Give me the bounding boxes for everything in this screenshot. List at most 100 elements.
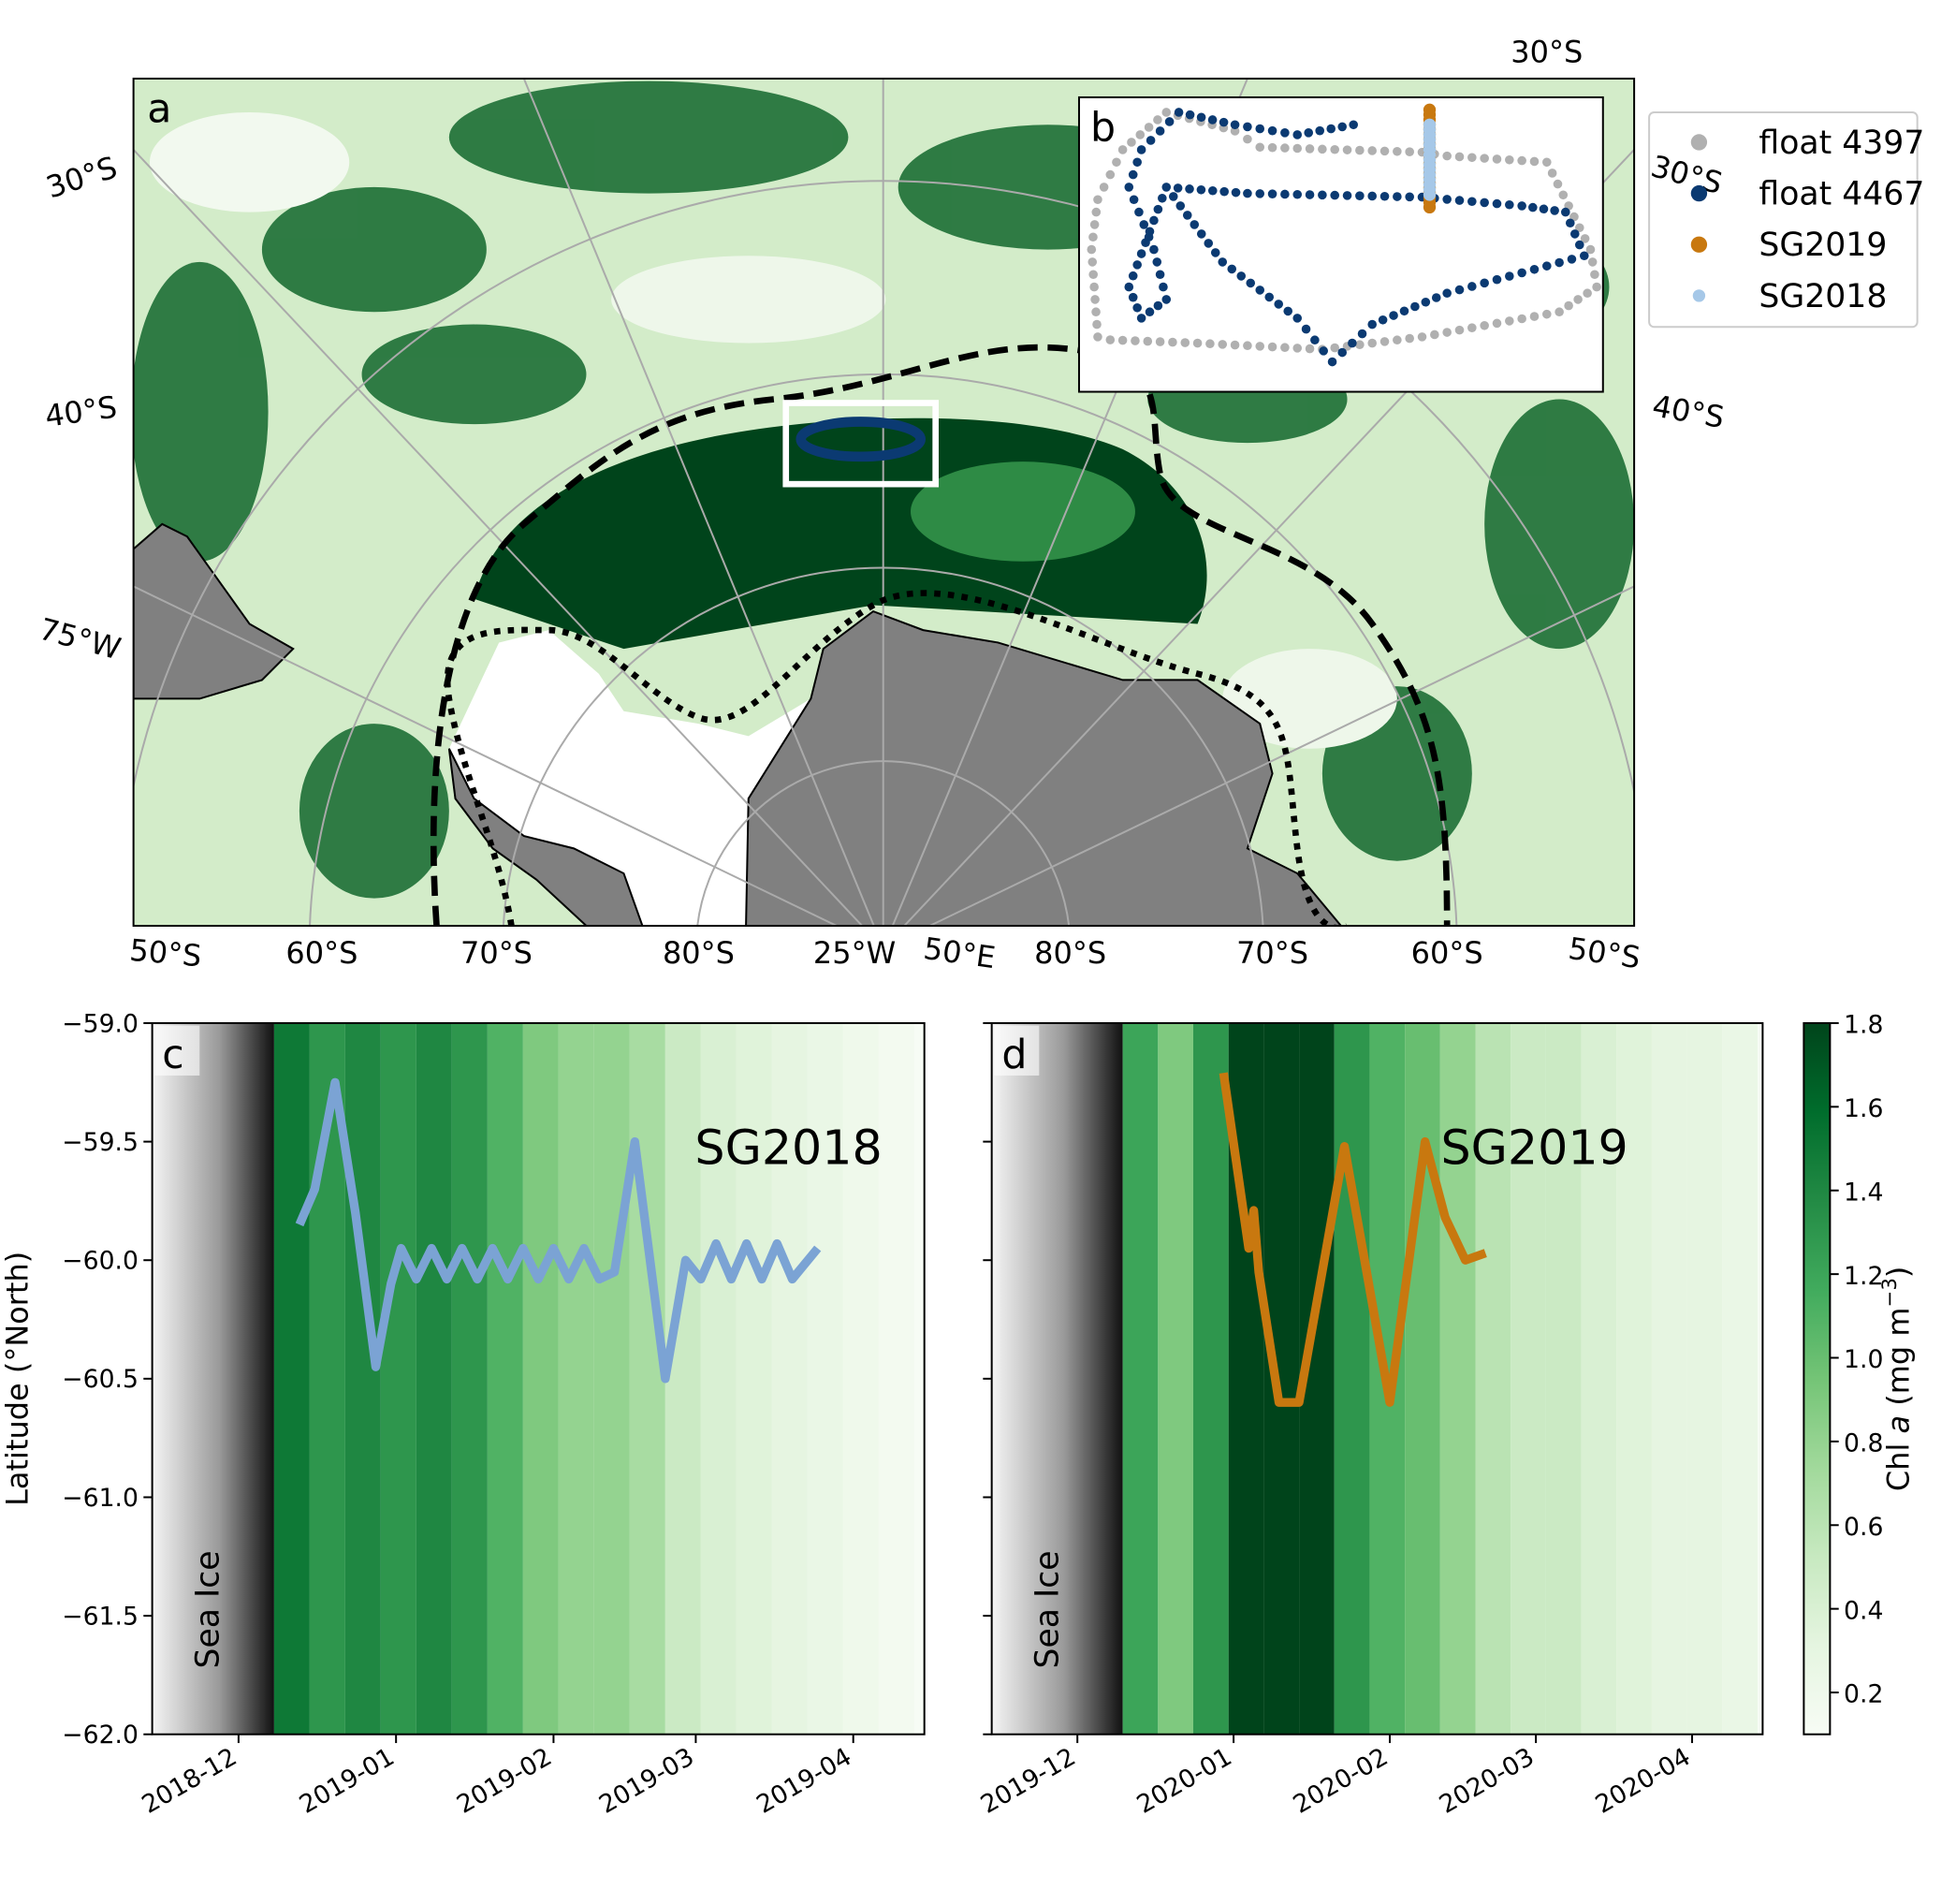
track-dot xyxy=(1585,244,1596,255)
track-dot xyxy=(1204,239,1214,248)
map-coordinate-label: 40°S xyxy=(43,388,120,433)
panel-label: d xyxy=(1001,1032,1027,1078)
track-dot xyxy=(1480,154,1489,163)
colorbar-tick-label: 1.0 xyxy=(1844,1345,1883,1374)
map-coordinate-label: 60°S xyxy=(285,935,358,971)
track-dot xyxy=(1467,197,1477,207)
track-dot xyxy=(1492,274,1502,285)
heatmap-column xyxy=(878,1022,914,1735)
track-dot xyxy=(1310,335,1320,345)
track-dot xyxy=(1236,271,1247,281)
track-dot xyxy=(1367,319,1377,330)
track-dot xyxy=(1174,108,1184,117)
colorbar-tick-label: 1.6 xyxy=(1844,1094,1883,1123)
track-dot xyxy=(1153,115,1162,124)
track-dot xyxy=(1087,244,1097,255)
heatmap-column xyxy=(344,1022,381,1735)
track-dot xyxy=(1342,145,1352,154)
track-dot xyxy=(1132,302,1142,313)
track-dot xyxy=(1267,189,1277,198)
x-tick-label: 2020-01 xyxy=(1132,1742,1237,1820)
heatmap-column xyxy=(842,1022,879,1735)
track-dot xyxy=(1565,218,1575,228)
track-dot xyxy=(1292,344,1303,353)
track-dot xyxy=(1280,343,1290,353)
track-dot xyxy=(1379,337,1390,346)
track-dot xyxy=(1430,330,1439,340)
track-dot xyxy=(1088,270,1098,280)
legend-marker xyxy=(1690,184,1708,202)
track-dot xyxy=(1280,143,1290,153)
track-dot xyxy=(1423,188,1437,201)
track-dot xyxy=(1124,183,1134,192)
track-dot xyxy=(1136,145,1146,154)
track-dot xyxy=(1093,332,1102,342)
track-dot xyxy=(1161,183,1172,192)
track-dot xyxy=(1155,337,1165,346)
track-dot xyxy=(1132,157,1142,168)
heatmap-column xyxy=(1158,1022,1194,1735)
annotation: Sea Ice xyxy=(189,1550,226,1668)
heatmap-column xyxy=(1651,1022,1687,1735)
series-label: SG2019 xyxy=(1441,1120,1628,1176)
track-dot xyxy=(1405,147,1414,157)
heatmap-column xyxy=(1686,1022,1723,1735)
track-dot xyxy=(1492,318,1502,329)
track-dot xyxy=(1164,117,1175,126)
y-tick-label: −60.5 xyxy=(62,1365,139,1394)
track-dot xyxy=(1196,184,1206,195)
track-dot xyxy=(1230,340,1240,350)
track-dot xyxy=(1454,196,1465,205)
track-dot xyxy=(1207,185,1218,196)
sea-ice xyxy=(152,1022,274,1735)
map-coordinate-label: 50°S xyxy=(128,932,203,974)
track-dot xyxy=(1558,190,1569,200)
track-dot xyxy=(1417,332,1427,342)
track-dot xyxy=(1267,342,1277,352)
track-dot xyxy=(1442,288,1452,299)
heatmap-column xyxy=(1193,1022,1229,1735)
track-dot xyxy=(1318,144,1327,154)
track-dot xyxy=(1210,248,1220,257)
track-dot xyxy=(1134,207,1144,217)
track-dot xyxy=(1128,271,1138,281)
track-dot xyxy=(1505,316,1514,326)
track-dot xyxy=(1564,300,1573,311)
colorbar-tick-label: 1.4 xyxy=(1844,1178,1883,1207)
y-tick-label: −59.0 xyxy=(62,1009,139,1038)
track-dot xyxy=(1128,169,1138,180)
track-dot xyxy=(1421,297,1431,307)
heatmap-column xyxy=(593,1022,630,1735)
track-dot xyxy=(1267,142,1277,153)
track-dot xyxy=(1173,183,1183,193)
heatmap-column xyxy=(451,1022,488,1735)
track-dot xyxy=(1196,112,1206,123)
heatmap-column xyxy=(807,1022,843,1735)
x-tick-label: 2019-12 xyxy=(976,1742,1081,1820)
track-dot xyxy=(1492,154,1502,164)
track-dot xyxy=(1207,115,1218,124)
legend-label: SG2018 xyxy=(1759,278,1887,315)
colorbar-label-part: −3 xyxy=(1878,1278,1902,1307)
track-dot xyxy=(1128,292,1138,302)
track-dot xyxy=(1149,244,1159,255)
track-dot xyxy=(1243,341,1252,351)
legend-marker xyxy=(1690,236,1708,253)
heatmap-column xyxy=(1405,1022,1440,1735)
track-dot xyxy=(1292,130,1303,139)
track-dot xyxy=(1467,153,1477,163)
x-tick-label: 2019-02 xyxy=(452,1742,557,1820)
legend-marker xyxy=(1690,134,1708,151)
map-coordinate-label: 80°S xyxy=(1034,935,1106,971)
track-dot xyxy=(1467,323,1477,332)
colorbar-tick-label: 0.4 xyxy=(1844,1596,1883,1625)
track-dot xyxy=(1330,144,1340,154)
track-dot xyxy=(1127,138,1136,147)
track-dot xyxy=(1393,146,1402,156)
y-axis-label: Latitude (°North) xyxy=(0,1252,35,1506)
track-dot xyxy=(1342,191,1352,200)
track-dot xyxy=(1355,191,1365,200)
track-dot xyxy=(1326,124,1336,134)
track-dot xyxy=(1378,315,1388,325)
track-dot xyxy=(1267,125,1277,136)
